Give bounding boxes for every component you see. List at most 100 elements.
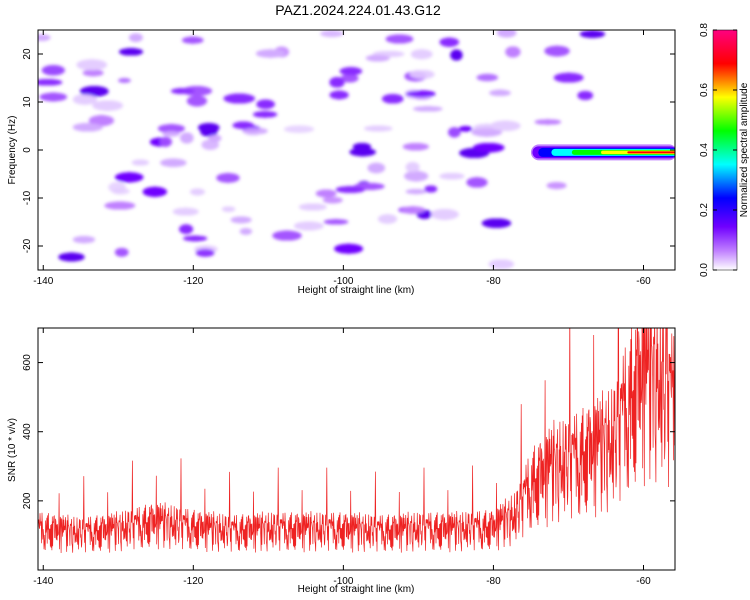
heatmap-cell xyxy=(476,73,499,82)
snr-x-ticks: -140 -120 -100 -80 -60 xyxy=(33,328,651,587)
snr-y-ticks: 200 400 600 xyxy=(22,354,675,509)
heatmap-cell xyxy=(222,206,236,212)
heatmap-cell xyxy=(405,162,420,173)
heatmap-cell xyxy=(171,88,195,95)
heatmap-cell xyxy=(72,122,103,132)
heatmap-cell xyxy=(239,228,252,235)
chart-title: PAZ1.2024.224.01.43.G12 xyxy=(275,2,441,18)
heatmap-cell xyxy=(364,125,393,132)
heatmap-cell xyxy=(473,143,505,153)
heatmap-cell xyxy=(402,143,429,151)
heatmap-cell xyxy=(160,158,187,167)
heatmap-cell xyxy=(256,49,285,58)
heatmap-cell xyxy=(223,93,255,104)
heatmap-x-ticks: -140 -120 -100 -80 -60 xyxy=(33,30,651,287)
heatmap-cell xyxy=(208,134,222,142)
heatmap-cell xyxy=(294,221,324,231)
heatmap-cell xyxy=(352,142,371,151)
heatmap-cell xyxy=(200,126,218,137)
heatmap-cell xyxy=(256,99,275,109)
heatmap-cell xyxy=(252,111,278,118)
heatmap-cell xyxy=(579,30,605,38)
heatmap-cell xyxy=(201,139,220,150)
heatmap-cell xyxy=(424,185,438,193)
heatmap-cell xyxy=(108,181,126,193)
heatmap-cell xyxy=(405,189,427,195)
heatmap-cell xyxy=(190,188,205,196)
colorbar: 0.0 0.2 0.4 0.6 0.8 Normalized spectral ampl… xyxy=(699,23,750,277)
colorbar-label: Normalized spectral amplitude xyxy=(739,82,750,217)
heatmap-cell xyxy=(72,94,98,105)
heatmap-cell xyxy=(73,236,95,244)
heatmap-cell xyxy=(404,171,429,182)
heatmap-cell xyxy=(323,219,349,225)
heatmap-cell xyxy=(490,120,521,131)
heatmap-cell xyxy=(382,94,404,104)
heatmap-cell xyxy=(142,186,167,197)
heatmap-cell xyxy=(159,136,172,147)
heatmap-cell xyxy=(471,127,502,137)
heatmap-cell xyxy=(232,121,254,129)
heatmap-cell xyxy=(186,95,207,107)
heatmap-cell xyxy=(365,54,390,62)
heatmap-x-tick-label: -140 xyxy=(33,276,53,287)
heatmap-cell xyxy=(82,69,104,77)
heatmap-cell xyxy=(172,207,199,216)
heatmap-cell xyxy=(58,252,85,262)
heatmap-cell xyxy=(92,100,123,111)
heatmap-cell xyxy=(76,59,107,71)
heatmap-cell xyxy=(534,119,562,125)
snr-x-tick-label: -100 xyxy=(333,576,353,587)
heatmap-cell xyxy=(450,49,463,61)
heatmap-cell xyxy=(546,181,567,190)
heatmap-cell xyxy=(544,45,570,57)
colorbar-tick-label: 0.6 xyxy=(699,83,710,97)
heatmap-y-tick-label: -10 xyxy=(22,190,33,205)
snr-frame xyxy=(37,327,676,571)
heatmap-x-tick-label: -100 xyxy=(333,276,353,287)
heatmap-cell xyxy=(41,65,65,76)
heatmap-cell xyxy=(439,173,465,180)
heatmap-cell xyxy=(180,132,194,144)
heatmap-cell xyxy=(334,243,363,254)
heatmap-cell xyxy=(242,127,268,135)
colorbar-tick-label: 0.0 xyxy=(699,263,710,277)
heatmap-cell xyxy=(179,224,194,234)
snr-x-tick-label: -80 xyxy=(486,576,501,587)
heatmap-cell xyxy=(183,235,208,242)
snr-y-tick-label: 600 xyxy=(22,354,33,371)
heatmap-cell xyxy=(131,159,149,166)
heatmap-y-axis-label: Frequency (Hz) xyxy=(7,116,18,185)
heatmap-cell xyxy=(385,34,414,44)
heatmap-x-tick-label: -80 xyxy=(486,276,501,287)
heatmap-cell xyxy=(405,90,436,98)
heatmap-y-tick-label: 10 xyxy=(22,96,33,108)
heatmap-cell xyxy=(410,49,433,60)
heatmap-cell xyxy=(216,173,240,183)
snr-x-tick-label: -60 xyxy=(636,576,651,587)
snr-y-tick-label: 200 xyxy=(22,492,33,509)
heatmap-cell xyxy=(339,67,362,76)
heatmap-cell xyxy=(413,106,443,112)
snr-x-tick-label: -120 xyxy=(183,576,203,587)
heatmap-cell xyxy=(195,248,215,257)
heatmap-cell xyxy=(553,72,584,83)
heatmap-cell xyxy=(401,206,426,214)
colorbar-ticks: 0.0 0.2 0.4 0.6 0.8 xyxy=(699,23,737,277)
heatmap-y-tick-label: 0 xyxy=(22,147,33,153)
carrier-signal xyxy=(530,144,675,161)
heatmap-cell xyxy=(80,86,109,97)
heatmap-cell xyxy=(182,36,204,44)
heatmap-cell xyxy=(88,115,114,126)
heatmap-cell xyxy=(497,30,517,38)
carrier-band xyxy=(627,151,675,154)
heatmap-cell xyxy=(158,124,185,133)
heatmap-cell xyxy=(119,48,143,56)
snr-panel: -140 -120 -100 -80 -60 200 400 600 Height of s… xyxy=(7,327,676,595)
colorbar-tick-label: 0.4 xyxy=(699,143,710,157)
heatmap-cell xyxy=(488,259,514,270)
heatmap-cell xyxy=(430,209,459,220)
heatmap-cell xyxy=(322,196,343,204)
heatmap-cell xyxy=(329,90,349,100)
